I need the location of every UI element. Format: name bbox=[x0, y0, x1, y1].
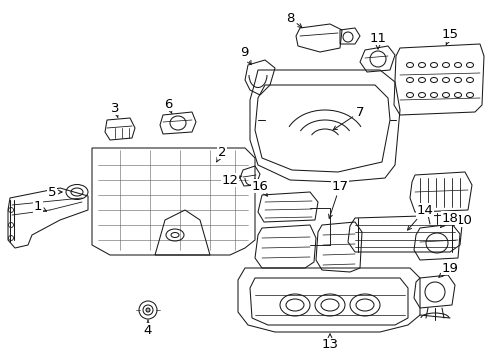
Text: 2: 2 bbox=[216, 145, 226, 162]
Text: 19: 19 bbox=[438, 261, 458, 277]
Text: 13: 13 bbox=[321, 334, 338, 351]
Text: 17: 17 bbox=[328, 180, 348, 218]
Text: 4: 4 bbox=[143, 320, 152, 337]
Text: 12: 12 bbox=[221, 174, 241, 186]
Text: 16: 16 bbox=[251, 180, 268, 196]
Text: 8: 8 bbox=[285, 12, 302, 28]
Text: 14: 14 bbox=[407, 203, 432, 230]
Text: 18: 18 bbox=[440, 211, 458, 228]
Text: 15: 15 bbox=[441, 28, 458, 45]
Text: 1: 1 bbox=[34, 201, 46, 213]
Text: 9: 9 bbox=[239, 45, 251, 65]
Ellipse shape bbox=[146, 308, 150, 312]
Text: 7: 7 bbox=[332, 105, 364, 130]
Text: 5: 5 bbox=[48, 185, 62, 198]
Text: 11: 11 bbox=[369, 31, 386, 49]
Text: 6: 6 bbox=[163, 98, 172, 114]
Text: 10: 10 bbox=[452, 212, 471, 226]
Text: 3: 3 bbox=[110, 102, 119, 118]
